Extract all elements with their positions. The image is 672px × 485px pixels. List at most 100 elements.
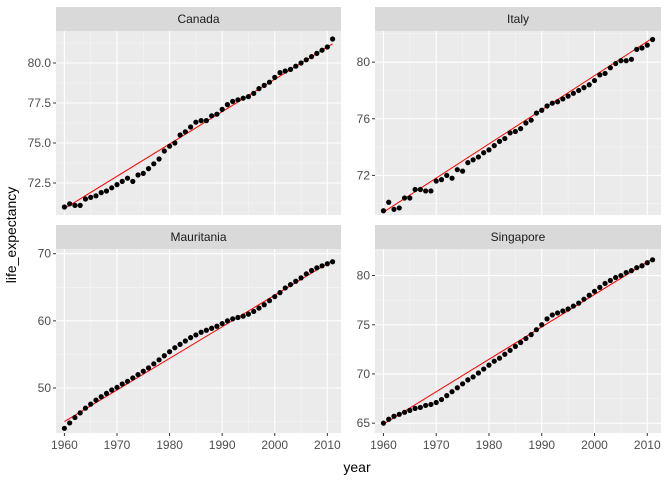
- facet-strip: [56, 225, 341, 249]
- data-point: [470, 157, 476, 163]
- data-point: [230, 98, 236, 104]
- facet-strip: [375, 7, 661, 31]
- data-point: [182, 129, 188, 135]
- data-point: [272, 294, 278, 300]
- data-point: [444, 172, 450, 178]
- data-point: [454, 385, 460, 391]
- data-point: [266, 298, 273, 304]
- data-point: [613, 60, 619, 67]
- data-point: [109, 185, 115, 191]
- data-point: [251, 308, 257, 315]
- x-tick-label: 1970: [104, 438, 131, 452]
- data-point: [528, 332, 534, 338]
- data-point: [639, 45, 645, 51]
- data-point: [308, 267, 315, 274]
- y-tick-label: 80: [357, 269, 371, 283]
- data-point: [245, 311, 252, 317]
- data-point: [396, 205, 402, 211]
- data-point: [628, 56, 635, 62]
- data-point: [72, 202, 78, 208]
- data-point: [412, 186, 418, 193]
- data-point: [623, 58, 629, 64]
- data-point: [597, 284, 603, 290]
- data-point: [145, 365, 152, 371]
- data-point: [67, 201, 73, 207]
- data-point: [481, 366, 487, 372]
- data-point: [639, 263, 645, 269]
- data-point: [151, 161, 157, 167]
- data-point: [314, 50, 320, 57]
- data-point: [172, 140, 178, 146]
- data-point: [161, 148, 167, 154]
- data-point: [486, 362, 492, 368]
- facet-singapore: Singapore 65 70 75 80: [357, 225, 661, 433]
- y-tick-label: 72: [357, 168, 371, 182]
- data-point: [438, 177, 445, 183]
- data-point: [103, 188, 110, 194]
- data-point: [554, 99, 561, 105]
- data-point: [417, 404, 423, 411]
- data-point: [560, 308, 566, 314]
- x-tick-label: 2000: [581, 438, 608, 452]
- data-point: [523, 335, 529, 342]
- data-point: [214, 323, 220, 329]
- data-point: [597, 72, 603, 78]
- data-point: [261, 302, 267, 308]
- data-point: [219, 320, 225, 327]
- data-point: [502, 351, 508, 357]
- y-tick-label: 80: [357, 55, 371, 69]
- data-point: [607, 65, 613, 71]
- data-point: [518, 339, 524, 346]
- x-tick-label: 2010: [634, 438, 661, 452]
- data-point: [198, 118, 204, 124]
- data-point: [266, 79, 273, 85]
- data-point: [156, 156, 162, 162]
- data-point: [560, 96, 566, 102]
- data-point: [177, 132, 183, 138]
- y-tick-label: 77.5: [28, 96, 52, 110]
- y-axis-title: life_expectancy: [3, 187, 19, 284]
- data-point: [93, 193, 99, 199]
- data-point: [98, 190, 104, 196]
- data-point: [93, 397, 99, 403]
- data-point: [224, 318, 231, 324]
- data-point: [391, 413, 397, 419]
- data-point: [618, 272, 624, 279]
- data-point: [324, 261, 330, 267]
- data-point: [314, 265, 320, 271]
- x-tick-label: 2010: [314, 438, 341, 452]
- data-point: [386, 199, 392, 205]
- x-tick-label: 1980: [156, 438, 183, 452]
- data-point: [475, 154, 482, 160]
- data-point: [145, 166, 152, 172]
- data-point: [396, 411, 402, 417]
- data-point: [444, 393, 450, 399]
- data-point: [533, 110, 540, 116]
- data-point: [496, 138, 503, 144]
- data-point: [554, 310, 561, 316]
- data-point: [319, 263, 325, 269]
- facet-strip: [375, 225, 661, 249]
- x-tick-label: 1970: [423, 438, 450, 452]
- trend-line: [383, 258, 653, 425]
- data-point: [507, 347, 513, 353]
- data-point: [433, 178, 439, 184]
- data-point: [386, 416, 392, 422]
- data-point: [303, 271, 309, 277]
- data-point: [293, 63, 299, 69]
- data-point: [135, 371, 141, 378]
- data-point: [613, 274, 619, 281]
- data-point: [649, 36, 656, 43]
- data-point: [401, 409, 408, 415]
- data-point: [61, 425, 68, 431]
- data-point: [634, 265, 640, 271]
- data-point: [251, 90, 257, 96]
- data-point: [287, 281, 294, 288]
- data-point: [151, 361, 157, 367]
- trend-line: [64, 43, 333, 210]
- data-point: [282, 285, 288, 291]
- data-point: [586, 82, 592, 88]
- data-point: [166, 143, 173, 149]
- y-tick-label: 76: [357, 112, 371, 126]
- data-point: [256, 86, 262, 92]
